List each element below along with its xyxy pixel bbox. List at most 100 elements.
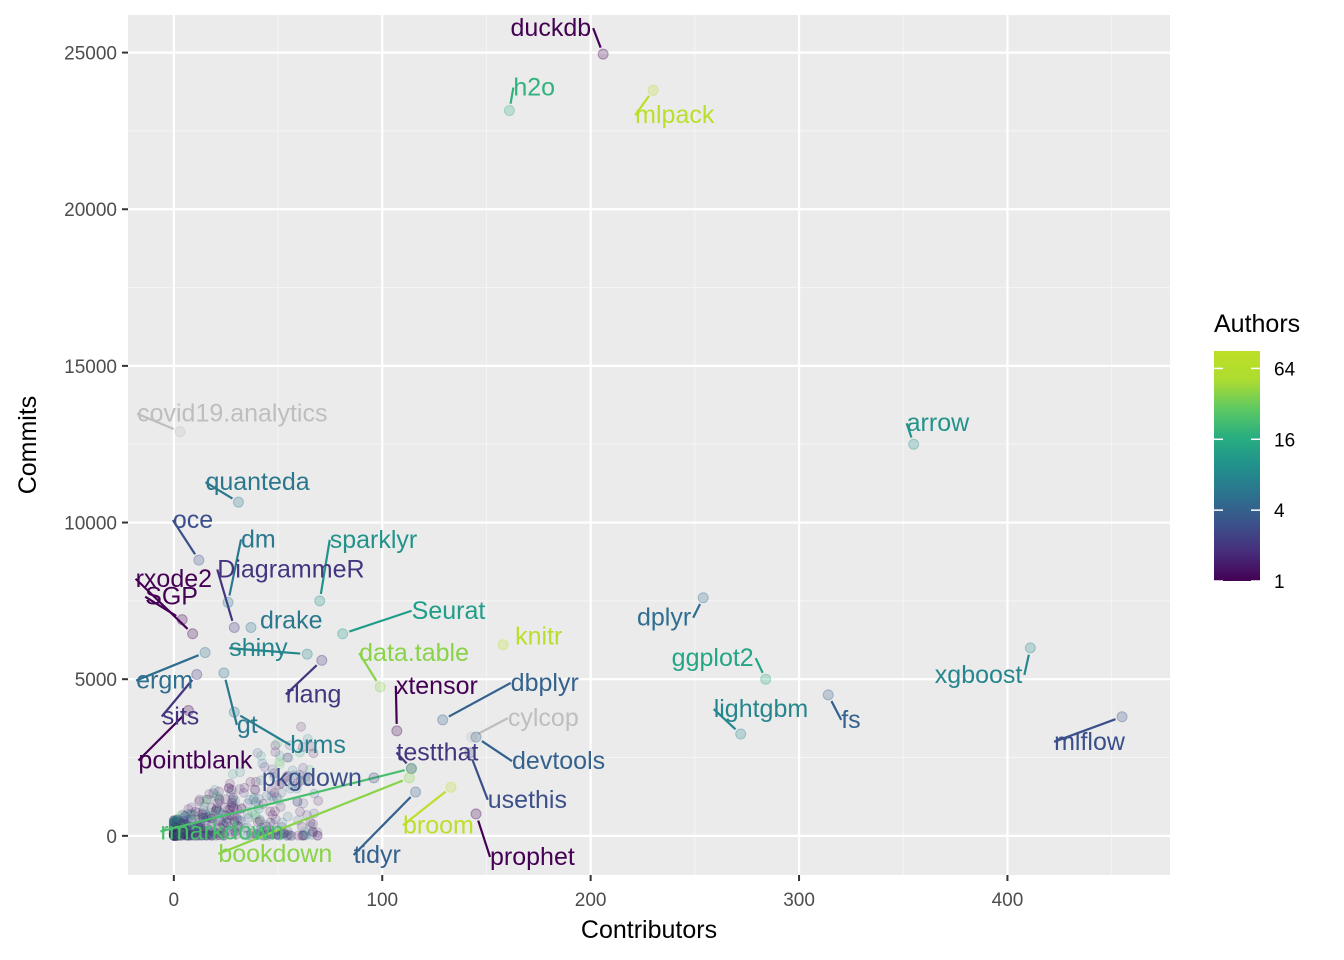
background-point xyxy=(302,733,313,744)
background-point xyxy=(185,827,196,838)
background-point xyxy=(224,778,235,789)
background-point xyxy=(298,798,309,809)
background-point xyxy=(248,792,259,803)
leader-line xyxy=(712,708,737,731)
background-point xyxy=(216,823,227,834)
background-point xyxy=(182,830,193,841)
leader-line xyxy=(1023,654,1030,676)
data-point xyxy=(403,772,415,784)
background-point xyxy=(185,830,196,841)
point-label: mlpack xyxy=(635,101,715,129)
background-point xyxy=(265,817,276,828)
background-point xyxy=(312,830,323,841)
data-point xyxy=(735,728,747,740)
point-label: DiagrammeR xyxy=(217,555,364,583)
background-point xyxy=(185,809,196,820)
data-point xyxy=(337,628,349,640)
background-point xyxy=(201,823,212,834)
background-point xyxy=(259,819,270,830)
background-point xyxy=(196,823,207,834)
background-point xyxy=(215,827,226,838)
background-point xyxy=(172,828,183,839)
point-label: dm xyxy=(241,525,276,553)
data-point xyxy=(470,808,482,820)
background-point xyxy=(255,775,266,786)
point-label: testthat xyxy=(396,738,478,766)
background-point xyxy=(245,776,256,787)
background-point xyxy=(168,815,179,826)
background-point xyxy=(168,815,179,826)
background-point xyxy=(183,804,194,815)
background-point xyxy=(168,829,179,840)
point-label: duckdb xyxy=(511,14,592,42)
leader-line xyxy=(448,681,512,718)
background-point xyxy=(230,829,241,840)
data-point xyxy=(314,595,326,607)
background-point xyxy=(193,807,204,818)
background-point xyxy=(201,830,212,841)
background-point xyxy=(172,816,183,827)
background-point xyxy=(169,830,180,841)
background-point xyxy=(300,771,311,782)
background-point xyxy=(300,775,311,786)
background-point xyxy=(168,829,179,840)
background-point xyxy=(174,830,185,841)
background-point xyxy=(250,776,261,787)
background-point xyxy=(190,829,201,840)
legend-tick-label: 1 xyxy=(1274,572,1285,593)
leader-line xyxy=(136,412,175,430)
background-point xyxy=(201,830,212,841)
background-point xyxy=(168,830,179,841)
data-point xyxy=(466,731,478,743)
background-point xyxy=(281,772,292,783)
background-point xyxy=(171,828,182,839)
leader-line xyxy=(830,700,843,721)
background-point xyxy=(200,828,211,839)
background-point xyxy=(213,830,224,841)
background-point xyxy=(293,830,304,841)
background-point xyxy=(182,809,193,820)
background-point xyxy=(283,752,294,763)
background-point xyxy=(227,828,238,839)
background-point xyxy=(252,748,263,759)
background-point xyxy=(211,803,222,814)
point-label: sits xyxy=(162,702,200,730)
background-point xyxy=(180,830,191,841)
data-point xyxy=(228,706,240,718)
background-point xyxy=(169,830,180,841)
point-label: rmarkdown xyxy=(160,817,284,845)
background-point xyxy=(285,783,296,794)
background-point xyxy=(209,826,220,837)
background-point xyxy=(213,786,224,797)
data-point xyxy=(191,668,203,680)
background-point xyxy=(235,767,246,778)
background-point xyxy=(202,830,213,841)
background-point xyxy=(304,764,315,775)
background-point xyxy=(276,778,287,789)
background-point xyxy=(206,830,217,841)
leader-line xyxy=(358,652,378,682)
y-tick-label: 15000 xyxy=(64,357,117,378)
background-point xyxy=(254,825,265,836)
background-point xyxy=(205,825,216,836)
point-label: rlang xyxy=(286,680,342,708)
background-point xyxy=(188,809,199,820)
leader-line xyxy=(634,95,650,116)
point-label: xtensor xyxy=(396,672,478,700)
background-point xyxy=(196,830,207,841)
legend-tick-label: 4 xyxy=(1274,501,1285,522)
background-point xyxy=(228,801,239,812)
background-point xyxy=(269,771,280,782)
background-point xyxy=(171,830,182,841)
background-point xyxy=(307,819,318,830)
background-point xyxy=(169,830,180,841)
background-point xyxy=(276,787,287,798)
background-point xyxy=(171,830,182,841)
background-point xyxy=(175,828,186,839)
color-legend: Authors 1 4 16 64 xyxy=(1214,310,1300,593)
background-point xyxy=(174,828,185,839)
background-point xyxy=(298,762,309,773)
background-point xyxy=(169,830,180,841)
background-point xyxy=(191,830,202,841)
background-point xyxy=(169,830,180,841)
